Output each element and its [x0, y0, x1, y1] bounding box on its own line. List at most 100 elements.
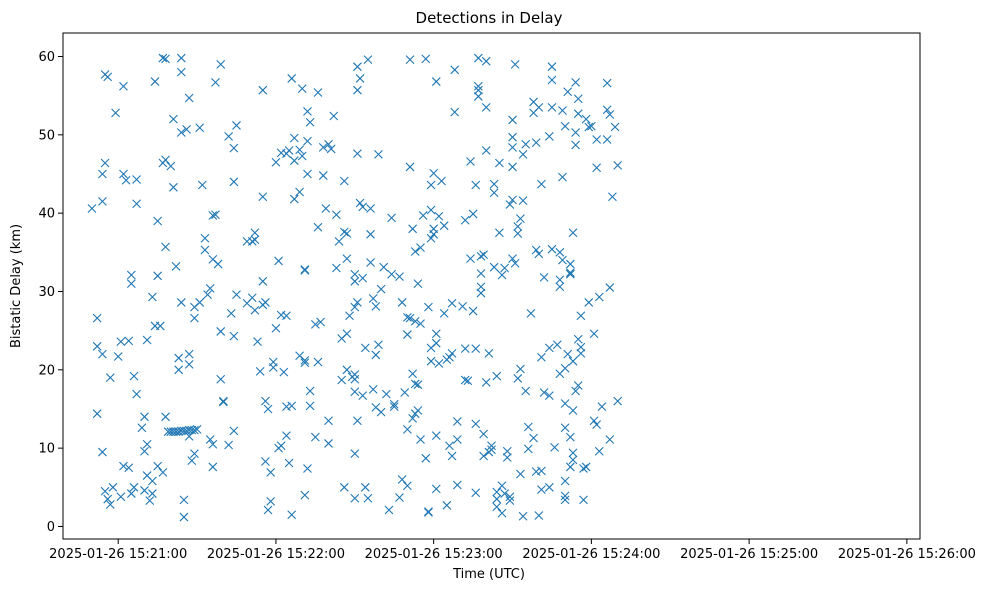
data-point: [563, 349, 573, 359]
data-point: [571, 140, 581, 150]
data-point: [487, 441, 496, 451]
data-point: [602, 105, 612, 115]
data-point: [310, 319, 320, 329]
data-point: [405, 313, 415, 323]
data-point: [502, 453, 512, 462]
data-point: [366, 229, 375, 239]
data-point: [387, 269, 396, 279]
data-point: [547, 244, 557, 254]
data-point: [119, 169, 128, 179]
data-point: [573, 334, 583, 344]
data-point: [584, 298, 594, 307]
data-point: [119, 461, 128, 471]
data-point: [402, 424, 412, 434]
data-point: [187, 456, 197, 466]
data-point: [479, 250, 489, 260]
data-point: [437, 176, 446, 186]
data-point: [473, 81, 483, 91]
data-point: [224, 440, 234, 450]
data-point: [318, 171, 328, 180]
data-point: [608, 192, 617, 202]
data-point: [355, 74, 365, 83]
data-point: [258, 276, 268, 286]
data-point: [87, 204, 97, 213]
data-point: [492, 502, 502, 512]
data-point: [602, 135, 612, 144]
data-point: [471, 344, 481, 354]
data-point: [516, 214, 525, 224]
data-point: [132, 389, 141, 399]
data-point: [147, 476, 157, 486]
data-point: [473, 92, 483, 101]
data-point: [258, 192, 268, 202]
data-point: [339, 176, 349, 186]
data-point: [155, 321, 165, 331]
data-point: [376, 284, 386, 294]
data-point: [602, 78, 612, 88]
data-point: [508, 142, 517, 152]
data-point: [492, 494, 502, 504]
data-point: [105, 373, 115, 383]
data-point: [439, 221, 449, 231]
data-point: [147, 489, 157, 498]
data-point: [103, 494, 113, 504]
data-point: [408, 224, 418, 234]
data-point: [208, 211, 218, 220]
data-point: [261, 457, 270, 466]
data-point: [523, 444, 533, 454]
data-point: [203, 290, 212, 300]
data-points: [87, 53, 623, 522]
data-point: [300, 356, 310, 365]
data-point: [505, 496, 515, 506]
data-point: [266, 497, 276, 506]
data-point: [287, 74, 297, 83]
data-point: [508, 132, 517, 142]
data-point: [366, 204, 375, 213]
data-point: [329, 111, 339, 121]
data-point: [295, 145, 304, 155]
data-point: [505, 200, 515, 209]
data-point: [282, 431, 291, 440]
data-point: [310, 432, 320, 442]
data-point: [124, 336, 134, 346]
plot-frame: [62, 32, 921, 540]
data-point: [284, 458, 294, 468]
data-point: [108, 482, 118, 492]
data-point: [179, 495, 189, 505]
data-point: [558, 255, 567, 265]
data-point: [208, 439, 218, 449]
data-point: [476, 251, 486, 261]
x-tick-label: 2025-01-26 15:23:00: [365, 547, 503, 562]
data-point: [158, 468, 168, 477]
data-point: [481, 103, 491, 112]
data-point: [255, 366, 265, 376]
data-point: [253, 337, 262, 347]
data-point: [171, 262, 181, 271]
data-point: [374, 340, 383, 350]
data-point: [195, 123, 205, 133]
data-point: [560, 491, 570, 501]
data-point: [450, 65, 460, 75]
data-point: [555, 247, 565, 257]
data-point: [605, 283, 615, 292]
data-point: [350, 493, 360, 503]
data-point: [458, 301, 467, 311]
data-point: [573, 109, 583, 119]
data-point: [297, 151, 307, 161]
data-point: [410, 379, 420, 389]
data-point: [494, 158, 504, 168]
data-point: [132, 175, 141, 184]
plot-background: [63, 33, 920, 539]
data-point: [313, 357, 323, 367]
data-point: [439, 309, 449, 318]
data-point: [276, 441, 286, 451]
data-point: [560, 399, 570, 408]
data-point: [571, 77, 581, 87]
data-point: [523, 422, 533, 432]
data-point: [500, 263, 510, 273]
data-point: [539, 388, 549, 397]
data-point: [521, 386, 531, 396]
data-point: [497, 270, 507, 280]
data-point: [92, 313, 102, 323]
